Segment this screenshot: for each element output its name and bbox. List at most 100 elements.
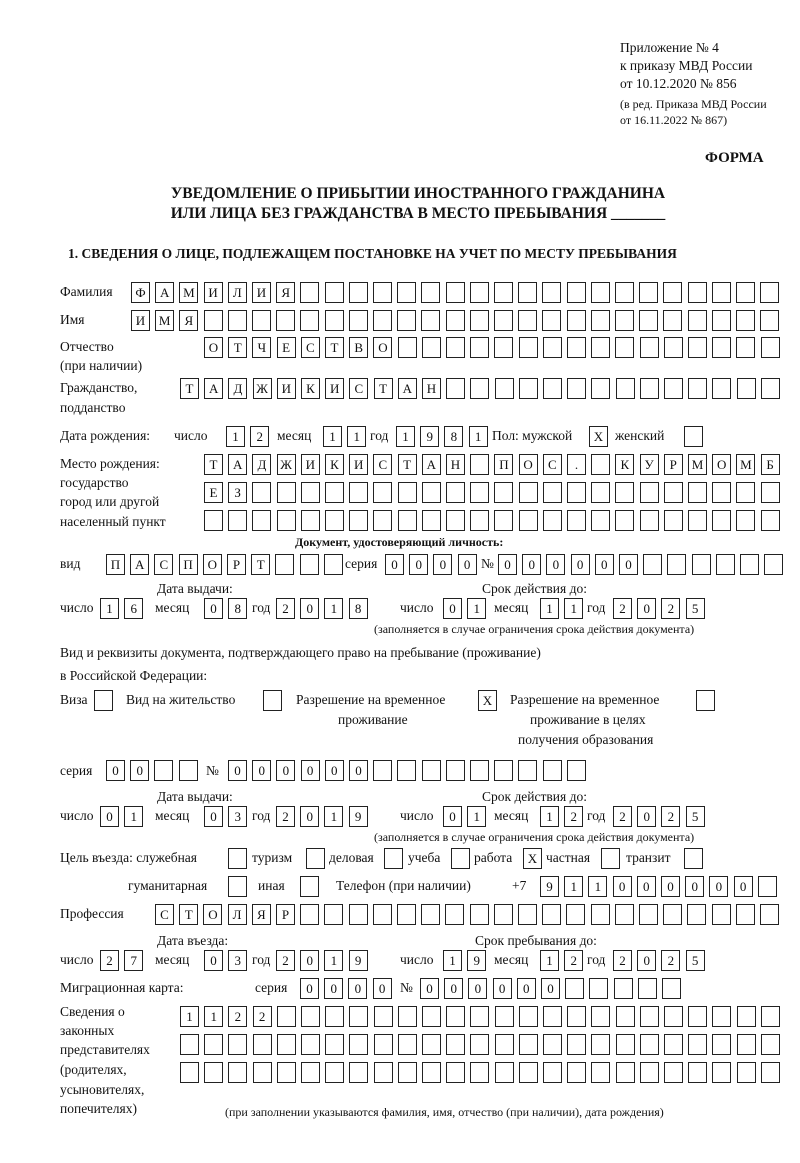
char-box-citizenship[interactable]: Т	[373, 378, 393, 399]
char-box-reps-1[interactable]	[567, 1006, 587, 1027]
char-box-reps-1[interactable]	[639, 1006, 659, 1027]
char-box-birthplace-3[interactable]	[373, 510, 393, 531]
char-box-profession[interactable]	[300, 904, 320, 925]
char-box-mig-number[interactable]	[637, 978, 657, 999]
char-box-citizenship[interactable]	[494, 378, 514, 399]
char-box-dob-month[interactable]: 1	[323, 426, 342, 447]
char-box-doc-series[interactable]: 0	[457, 554, 477, 575]
char-box-birthplace-3[interactable]	[349, 510, 369, 531]
char-box-birthplace-1[interactable]: Т	[397, 454, 417, 475]
char-box-doc-type[interactable]	[323, 554, 343, 575]
char-box-dob-month[interactable]: 1	[347, 426, 367, 447]
char-box-profession[interactable]: Р	[276, 904, 295, 925]
char-box-birthplace-1[interactable]	[470, 454, 490, 475]
char-box-permit-number[interactable]	[421, 760, 441, 781]
char-box-stay-year[interactable]: 2	[661, 950, 681, 971]
char-box-reps-2[interactable]	[325, 1034, 345, 1055]
char-box-birthplace-3[interactable]	[615, 510, 635, 531]
char-box-doc-valid-year[interactable]: 0	[637, 598, 657, 619]
char-box-name[interactable]	[469, 310, 489, 331]
char-box-permit-number[interactable]	[373, 760, 393, 781]
char-box-reps-2[interactable]	[470, 1034, 490, 1055]
char-box-doc-number[interactable]	[667, 554, 687, 575]
char-box-profession[interactable]: Т	[179, 904, 199, 925]
char-box-surname[interactable]: Я	[276, 282, 296, 303]
char-box-surname[interactable]: И	[203, 282, 223, 303]
char-box-patronymic[interactable]: О	[373, 337, 393, 358]
char-box-birthplace-1[interactable]: И	[300, 454, 320, 475]
char-box-dob-year[interactable]: 9	[420, 426, 440, 447]
char-box-birthplace-1[interactable]: С	[373, 454, 393, 475]
char-box-citizenship[interactable]: Т	[180, 378, 199, 399]
char-box-doc-number[interactable]	[715, 554, 735, 575]
char-box-reps-3[interactable]	[180, 1062, 199, 1083]
char-box-reps-3[interactable]	[204, 1062, 224, 1083]
char-box-reps-3[interactable]	[470, 1062, 490, 1083]
char-box-name[interactable]	[590, 310, 610, 331]
char-box-name[interactable]	[760, 310, 780, 331]
char-box-permit-valid-day[interactable]: 1	[467, 806, 487, 827]
char-box-entry-year[interactable]: 2	[276, 950, 295, 971]
char-box-surname[interactable]	[615, 282, 634, 303]
char-box-profession[interactable]: С	[155, 904, 174, 925]
char-box-citizenship[interactable]	[518, 378, 538, 399]
char-box-reps-2[interactable]	[204, 1034, 224, 1055]
char-box-reps-3[interactable]	[518, 1062, 538, 1083]
checkbox-permit-residence[interactable]	[263, 690, 282, 711]
char-box-birthplace-1[interactable]: Т	[204, 454, 223, 475]
char-box-phone[interactable]: 0	[733, 876, 753, 897]
char-box-phone[interactable]	[757, 876, 777, 897]
char-box-reps-3[interactable]	[639, 1062, 659, 1083]
char-box-profession[interactable]	[324, 904, 344, 925]
char-box-doc-type[interactable]: П	[178, 554, 198, 575]
char-box-permit-series[interactable]: 0	[130, 760, 150, 781]
char-box-entry-year[interactable]: 9	[348, 950, 368, 971]
char-box-surname[interactable]	[445, 282, 465, 303]
char-box-birthplace-2[interactable]	[373, 482, 393, 503]
char-box-reps-1[interactable]	[397, 1006, 417, 1027]
char-box-birthplace-3[interactable]	[567, 510, 586, 531]
char-box-profession[interactable]	[614, 904, 634, 925]
char-box-stay-day[interactable]: 9	[467, 950, 487, 971]
char-box-permit-valid-month[interactable]: 1	[540, 806, 559, 827]
char-box-surname[interactable]: Л	[227, 282, 247, 303]
char-box-name[interactable]: И	[131, 310, 150, 331]
char-box-birthplace-2[interactable]	[397, 482, 417, 503]
char-box-patronymic[interactable]: В	[349, 337, 369, 358]
char-box-birthplace-1[interactable]: П	[494, 454, 514, 475]
char-box-permit-series[interactable]	[154, 760, 174, 781]
char-box-permit-number[interactable]	[445, 760, 465, 781]
char-box-name[interactable]	[276, 310, 296, 331]
char-box-doc-series[interactable]: 0	[409, 554, 429, 575]
char-box-profession[interactable]	[711, 904, 731, 925]
char-box-name[interactable]	[300, 310, 320, 331]
char-box-birthplace-3[interactable]	[591, 510, 611, 531]
char-box-permit-issue-year[interactable]: 0	[300, 806, 320, 827]
char-box-profession[interactable]	[397, 904, 416, 925]
char-box-permit-valid-year[interactable]: 2	[613, 806, 632, 827]
char-box-doc-valid-day[interactable]: 0	[443, 598, 462, 619]
char-box-birthplace-2[interactable]: Е	[204, 482, 223, 503]
char-box-surname[interactable]	[324, 282, 344, 303]
char-box-reps-2[interactable]	[373, 1034, 393, 1055]
char-box-citizenship[interactable]	[760, 378, 780, 399]
char-box-reps-2[interactable]	[615, 1034, 635, 1055]
char-box-patronymic[interactable]	[421, 337, 441, 358]
char-box-reps-1[interactable]	[688, 1006, 708, 1027]
char-box-patronymic[interactable]	[688, 337, 707, 358]
char-box-reps-2[interactable]	[518, 1034, 538, 1055]
char-box-doc-type[interactable]: О	[202, 554, 222, 575]
char-box-name[interactable]	[373, 310, 392, 331]
char-box-reps-1[interactable]	[760, 1006, 780, 1027]
char-box-patronymic[interactable]	[663, 337, 683, 358]
char-box-reps-1[interactable]	[422, 1006, 441, 1027]
char-box-birthplace-1[interactable]: Ж	[276, 454, 296, 475]
char-box-dob-year[interactable]: 1	[396, 426, 415, 447]
char-box-surname[interactable]	[397, 282, 417, 303]
char-box-doc-type[interactable]	[275, 554, 295, 575]
char-box-surname[interactable]: А	[155, 282, 175, 303]
char-box-citizenship[interactable]: С	[349, 378, 369, 399]
char-box-profession[interactable]	[518, 904, 537, 925]
char-box-birthplace-1[interactable]: А	[421, 454, 441, 475]
char-box-patronymic[interactable]: Т	[325, 337, 344, 358]
